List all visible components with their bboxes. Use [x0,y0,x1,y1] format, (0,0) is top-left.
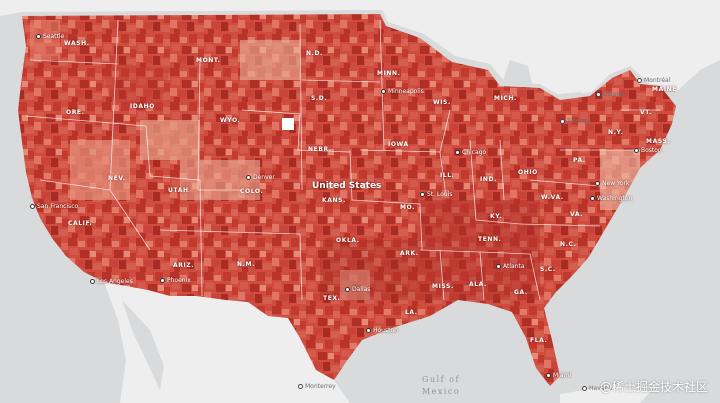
state-label-tex: TEX. [323,295,341,302]
state-label-ohio: OHIO [518,169,538,176]
state-label-ind: IND. [480,176,497,183]
state-label-ky: KY. [490,213,503,220]
city-label-monterrey: Monterrey [298,383,336,390]
city-label-denver: Denver [246,174,275,181]
country-label-united-states: United States [312,181,382,191]
state-label-ill: ILL. [440,172,455,179]
state-label-pa: PA. [573,157,586,164]
state-label-ny: N.Y. [608,129,624,136]
city-label-st-louis: St. Louis [420,191,452,198]
city-label-seattle: Seattle [36,33,64,40]
city-label-houston: Houston [366,327,398,334]
state-label-vt: VT. [640,109,652,116]
city-label-havana: Havana [582,385,612,392]
city-label-san-francisco: San Francisco [30,203,78,210]
mexico-land [104,282,350,403]
state-label-wva: W.VA. [541,194,564,201]
watermark: @稀土掘金技术社区 [599,380,708,394]
city-label-washington: Washington [590,195,632,202]
state-label-mo: MO. [400,204,416,211]
state-label-wis: WIS. [433,99,451,106]
city-label-ottawa: Ottawa [596,91,625,98]
state-label-mass: MASS. [646,138,671,145]
state-label-sc: S.C. [540,266,556,273]
state-label-fla: FLA. [530,337,548,344]
state-label-ariz: ARIZ. [173,262,195,269]
city-label-miami: Miami [546,372,571,379]
state-label-ark: ARK. [400,250,419,257]
state-label-sd: S.D. [311,95,328,102]
city-label-toronto: Toronto [560,118,589,125]
state-borders [25,19,660,301]
state-label-utah: UTAH [168,187,189,194]
state-label-la: LA. [405,309,418,316]
city-label-minneapolis: Minneapolis [381,88,424,95]
city-label-atlanta: Atlanta [496,263,525,270]
state-label-wash: WASH. [64,40,90,47]
city-label-montreal: Montréal [637,77,670,84]
state-label-maine: MAINE [652,86,677,93]
state-label-va: VA. [570,211,584,218]
city-label-boston: Boston [634,147,662,154]
state-label-okla: OKLA. [336,237,360,244]
city-label-chicago: Chicago [455,149,486,156]
city-label-dallas: Dallas [345,286,370,293]
water-label-gulf-of-mexico: Gulf of Mexico [421,375,461,396]
state-label-iowa: IOWA [388,141,409,148]
cuba-land [560,386,650,403]
city-label-new-york: New York [595,180,629,187]
state-label-mont: MONT. [196,57,221,64]
city-label-phoenix: Phoenix [160,277,191,284]
canada-land [0,0,720,96]
gulf-of-california [122,300,164,390]
city-label-los-angeles: Los Angeles [90,278,133,285]
state-label-idaho: IDAHO [130,103,155,110]
state-label-ala: ALA. [469,281,487,288]
state-label-ga: GA. [514,289,528,296]
state-label-nm: N.M. [237,261,255,268]
state-label-nebr: NEBR. [308,146,332,153]
state-label-wyo: WYO. [220,117,241,124]
state-label-colo: COLO. [240,188,264,195]
state-label-nev: NEV. [108,175,126,182]
state-label-mich: MICH. [494,95,517,102]
state-label-tenn: TENN. [478,236,502,243]
state-label-nd: N.D. [306,50,323,57]
state-label-calif: CALIF. [68,220,93,227]
state-label-minn: MINN. [377,70,401,77]
state-label-nc: N.C. [560,241,577,248]
state-label-kans: KANS. [322,197,346,204]
state-label-miss: MISS. [432,283,454,290]
state-label-ore: ORE. [66,109,85,116]
